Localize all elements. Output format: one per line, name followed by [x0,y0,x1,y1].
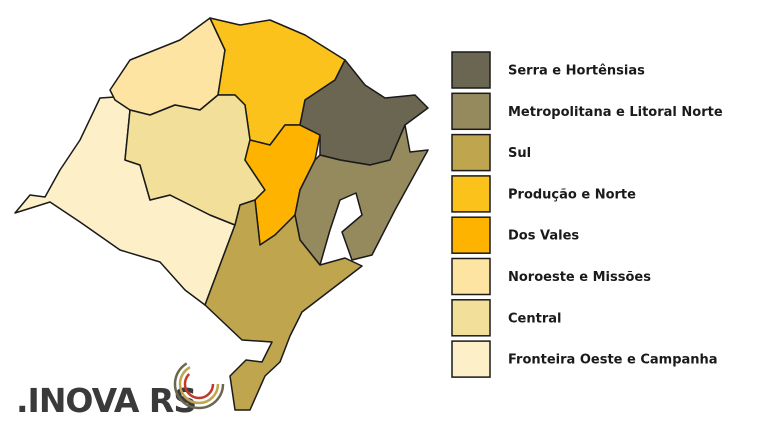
legend-label: Central [508,311,561,326]
region [204,199,363,411]
legend-label: Fronteira Oeste e Campanha [508,353,718,368]
legend-label: Produção e Norte [508,187,636,202]
region [109,17,226,116]
legend-swatch [451,340,491,378]
legend: Serra e Hortênsias Metropolitana e Litora… [451,51,723,378]
logo-arc [178,363,220,405]
legend-swatch [451,257,491,296]
legend-swatch [451,175,491,213]
legend-label: Metropolitana e Litoral Norte [508,105,723,120]
legend-label: Serra e Hortênsias [508,64,645,79]
legend-swatch [451,51,491,89]
logo-arc [183,368,215,400]
legend-label: Sul [508,146,531,161]
legend-label: Dos Vales [508,229,579,244]
logo-text: .INOVA RS [16,381,196,420]
legend-swatch [451,92,491,131]
legend-swatch [451,216,491,254]
legend-swatch [451,299,491,337]
logo-arc [173,358,225,410]
map-regions [14,17,429,411]
logo: .INOVA RS [16,358,225,420]
legend-swatch [451,133,491,172]
legend-label: Noroeste e Missões [508,270,651,285]
